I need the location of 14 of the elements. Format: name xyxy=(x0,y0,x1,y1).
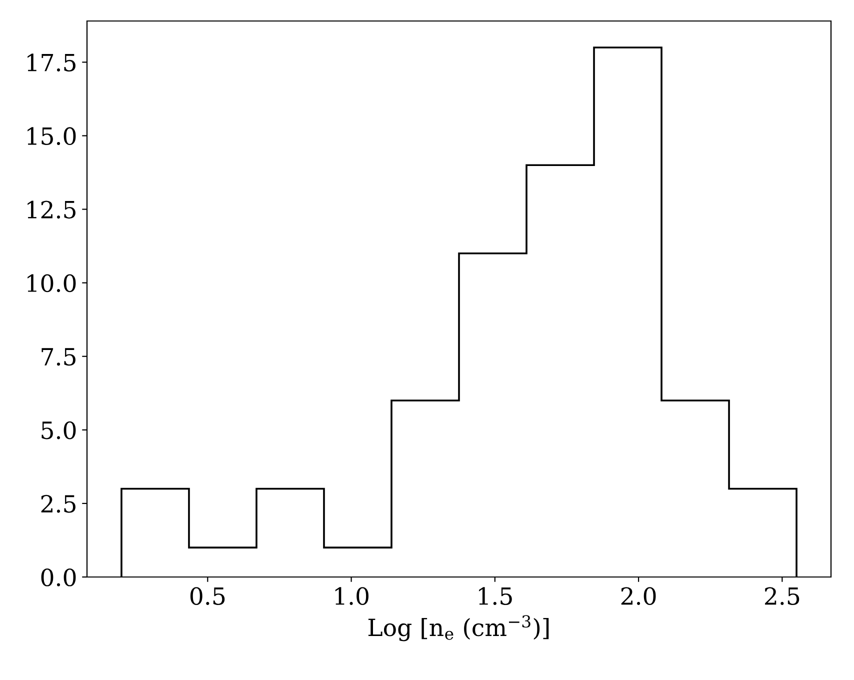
y-tick-label: 12.5 xyxy=(28,200,76,219)
x-tick-label: 1.5 xyxy=(479,587,512,605)
y-tick-label: 15.0 xyxy=(28,127,76,146)
x-tick-label: 1.0 xyxy=(335,587,368,605)
x-tick-label: 2.5 xyxy=(764,587,800,605)
y-tick-label: 17.5 xyxy=(28,54,76,72)
y-tick-label: 2.5 xyxy=(41,494,76,513)
y-tick-label: 7.5 xyxy=(42,348,76,366)
y-tick-label: 10.0 xyxy=(28,274,76,292)
y-tick-label: 5.0 xyxy=(42,421,76,440)
x-tick-label: 0.5 xyxy=(190,587,225,605)
x-axis-title: Log [n$_{e}$ (cm$^{−3}$)] xyxy=(368,615,549,642)
x-tick-label: 2.0 xyxy=(621,587,656,605)
y-tick-label: 0.0 xyxy=(41,568,76,586)
